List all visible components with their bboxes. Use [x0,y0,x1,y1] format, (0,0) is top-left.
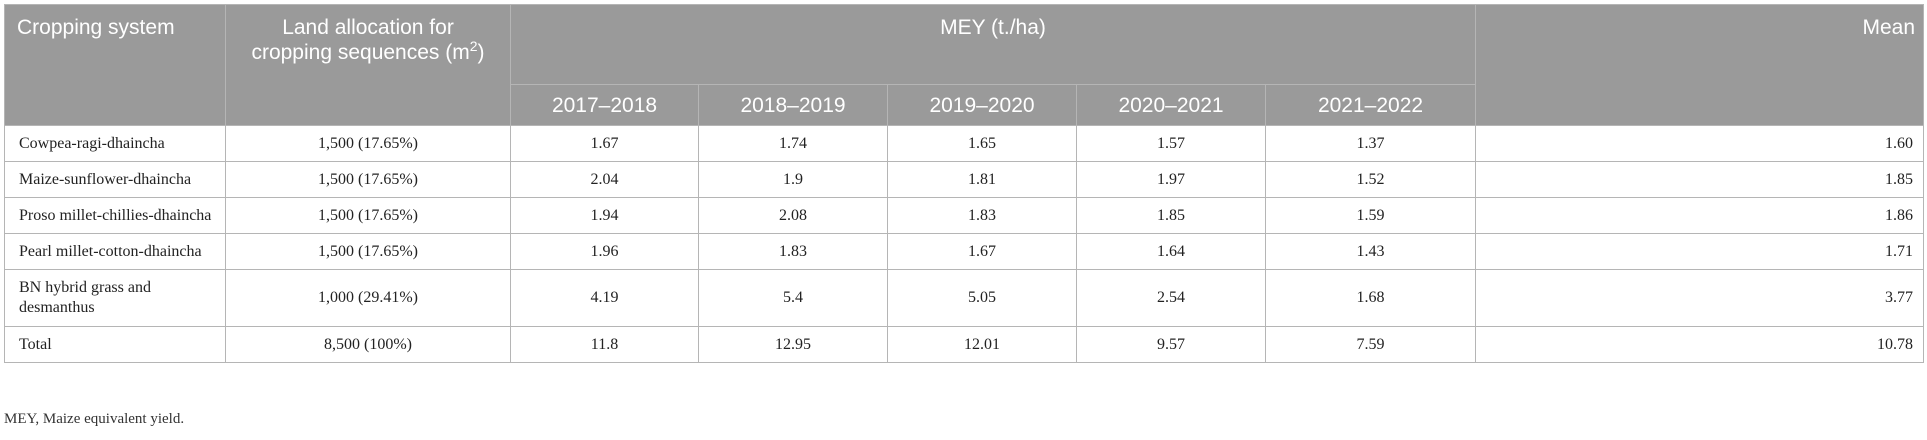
land-cell: 1,500 (17.65%) [225,125,511,162]
value-cell: 1.67 [510,125,699,162]
value-cell: 1.97 [1076,161,1266,198]
header-land-allocation: Land allocation for cropping sequences (… [225,4,511,126]
header-land-line2: cropping sequences (m [251,41,470,64]
value-cell: 1.68 [1264,269,1477,327]
value-cell: 1.52 [1264,161,1477,198]
value-cell: 1.81 [887,161,1077,198]
value-cell: 1.83 [887,197,1077,234]
cropping-system-cell: BN hybrid grass and desmanthus [4,269,226,327]
value-cell: 12.95 [698,326,888,363]
land-cell: 1,500 (17.65%) [225,197,511,234]
cropping-system-cell: Total [4,326,226,363]
value-cell: 5.4 [698,269,888,327]
table-row: Pearl millet-cotton-dhaincha 1,500 (17.6… [4,233,1925,270]
value-cell: 1.96 [510,233,699,270]
value-cell: 1.64 [1076,233,1266,270]
value-cell: 2.08 [698,197,888,234]
header-land-line1: Land allocation for [282,16,454,39]
value-cell: 1.65 [887,125,1077,162]
land-cell: 1,500 (17.65%) [225,161,511,198]
mean-cell: 10.78 [1475,326,1925,363]
cropping-system-line1: BN hybrid grass and [19,279,151,296]
value-cell: 1.74 [698,125,888,162]
value-cell: 1.67 [887,233,1077,270]
table-row: Proso millet-chillies-dhaincha 1,500 (17… [4,197,1925,234]
yield-table: Cropping system Land allocation for crop… [4,4,1925,363]
value-cell: 5.05 [887,269,1077,327]
cropping-system-cell: Cowpea-ragi-dhaincha [4,125,226,162]
header-mey: MEY (t./ha) [509,4,1477,85]
table-row: BN hybrid grass and desmanthus 1,000 (29… [4,269,1925,327]
table-footnote: MEY, Maize equivalent yield. [4,411,185,427]
header-mean: Mean [1475,4,1925,126]
value-cell: 11.8 [510,326,699,363]
cropping-system-cell: Pearl millet-cotton-dhaincha [4,233,226,270]
land-cell: 1,000 (29.41%) [225,269,511,327]
value-cell: 1.57 [1076,125,1266,162]
value-cell: 1.59 [1264,197,1477,234]
value-cell: 12.01 [887,326,1077,363]
value-cell: 4.19 [510,269,699,327]
header-year: 2021–2022 [1264,84,1477,126]
value-cell: 1.9 [698,161,888,198]
value-cell: 1.43 [1264,233,1477,270]
value-cell: 1.37 [1264,125,1477,162]
value-cell: 1.85 [1076,197,1266,234]
value-cell: 2.54 [1076,269,1266,327]
land-cell: 1,500 (17.65%) [225,233,511,270]
header-year: 2017–2018 [510,84,699,126]
value-cell: 7.59 [1264,326,1477,363]
value-cell: 2.04 [510,161,699,198]
cropping-system-cell: Proso millet-chillies-dhaincha [4,197,226,234]
value-cell: 1.94 [510,197,699,234]
mean-cell: 1.86 [1475,197,1925,234]
mean-cell: 3.77 [1475,269,1925,327]
mean-cell: 1.60 [1475,125,1925,162]
header-land-superscript: 2 [469,38,478,54]
mean-cell: 1.85 [1475,161,1925,198]
header-land-close: ) [477,41,485,64]
table-row: Cowpea-ragi-dhaincha 1,500 (17.65%) 1.67… [4,125,1925,162]
total-row: Total 8,500 (100%) 11.8 12.95 12.01 9.57… [4,326,1925,363]
header-year: 2019–2020 [887,84,1077,126]
header-year: 2018–2019 [698,84,888,126]
cropping-system-cell: Maize-sunflower-dhaincha [4,161,226,198]
mean-cell: 1.71 [1475,233,1925,270]
land-cell: 8,500 (100%) [225,326,511,363]
table-header: Cropping system Land allocation for crop… [4,4,1925,126]
header-cropping-system: Cropping system [4,4,226,126]
value-cell: 1.83 [698,233,888,270]
value-cell: 9.57 [1076,326,1266,363]
table-body: Cowpea-ragi-dhaincha 1,500 (17.65%) 1.67… [4,125,1925,363]
table-row: Maize-sunflower-dhaincha 1,500 (17.65%) … [4,161,1925,198]
header-year: 2020–2021 [1076,84,1266,126]
cropping-system-line2: desmanthus [19,299,95,316]
